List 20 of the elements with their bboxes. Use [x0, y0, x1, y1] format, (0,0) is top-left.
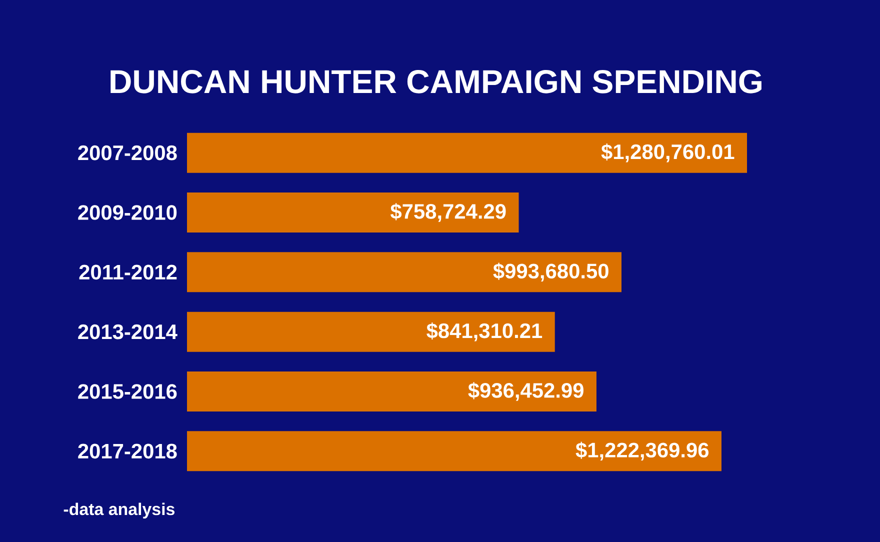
data-label: $936,452.99 — [468, 382, 584, 401]
y-tick-label: 2015-2016 — [78, 384, 177, 399]
y-tick-label: 2011-2012 — [79, 264, 177, 280]
bar — [187, 252, 622, 292]
y-tick-label: 2009-2010 — [78, 205, 177, 220]
data-label: $841,310.21 — [426, 322, 542, 342]
bar — [187, 312, 555, 352]
bar — [187, 431, 722, 472]
bar — [187, 192, 519, 232]
bar — [187, 132, 748, 173]
data-label: $1,222,369.96 — [576, 442, 708, 461]
text: -data analysis — [64, 502, 175, 519]
y-tick-label: 2017-2018 — [78, 444, 177, 459]
data-label: $993,680.50 — [493, 262, 608, 282]
y-tick-label: 2007-2008 — [78, 145, 177, 160]
bar — [187, 372, 596, 412]
data-label: $1,280,760.01 — [601, 143, 734, 162]
y-tick-label: 2013-2014 — [78, 324, 178, 340]
chart-title: DUNCAN HUNTER CAMPAIGN SPENDING — [110, 70, 762, 94]
data-label: $758,724.29 — [390, 203, 506, 222]
